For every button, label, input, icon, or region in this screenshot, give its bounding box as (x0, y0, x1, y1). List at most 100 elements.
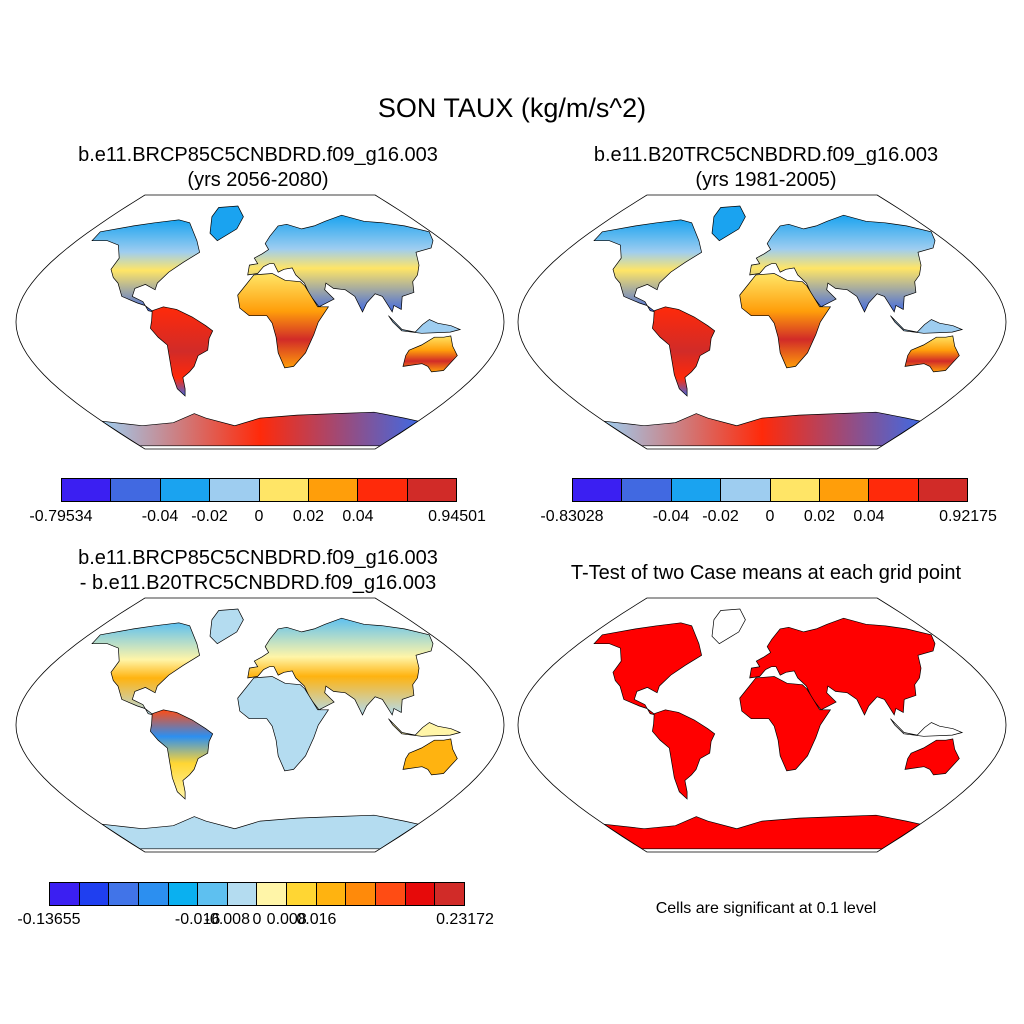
landmass-africa (739, 676, 832, 772)
colorbar-tick-label: 0 (254, 508, 264, 525)
colorbar-tick-label: 0.92175 (939, 508, 997, 525)
colorbar-tick-label: -0.04 (652, 508, 690, 525)
colorbar-tick-label: 0.02 (292, 508, 325, 525)
landmass-eurasia (749, 617, 936, 716)
colorbar-swatch (918, 479, 967, 501)
landmass-australia (904, 335, 960, 373)
colorbar-panel-3 (49, 882, 465, 906)
colorbar-swatch (287, 883, 317, 905)
landmass-namerica (593, 622, 702, 716)
landmass-samerica (150, 306, 214, 397)
map-panel-4 (517, 597, 1007, 853)
colorbar-swatch (62, 479, 112, 501)
landmass-africa (237, 676, 330, 772)
colorbar-swatch (227, 883, 258, 905)
colorbar-ticks-panel-2: -0.83028 -0.04 -0.02 0 0.02 0.04 0.92175 (0, 508, 1024, 530)
significance-note: Cells are significant at 0.1 level (655, 900, 877, 917)
colorbar-swatch (160, 479, 211, 501)
colorbar-swatch (622, 479, 672, 501)
panel1-title-line1: b.e11.BRCP85C5CNBDRD.f09_g16.003 (78, 144, 438, 166)
colorbar-swatch (138, 883, 169, 905)
landmass-eurasia (247, 617, 434, 716)
panel2-title-line2: (yrs 1981-2005) (695, 169, 837, 191)
landmass-samerica (652, 306, 716, 397)
landmass-namerica (91, 622, 200, 716)
colorbar-swatch (405, 883, 436, 905)
landmass-eurasia (247, 214, 434, 313)
map-panel-1 (15, 194, 505, 450)
landmass-greenland (711, 608, 746, 645)
colorbar-ticks-panel-1: -0.79534 -0.04 -0.02 0 0.02 0.04 0.94501 (0, 508, 1024, 530)
panel3-title: b.e11.BRCP85C5CNBDRD.f09_g16.003 - b.e11… (8, 546, 508, 596)
colorbar-swatch (259, 479, 309, 501)
panel4-title-line1: T-Test of two Case means at each grid po… (570, 562, 962, 584)
colorbar-swatch (358, 479, 408, 501)
colorbar-swatch (257, 883, 288, 905)
colorbar-tick-label: 0.008 (266, 911, 307, 928)
colorbar-swatch (770, 479, 820, 501)
colorbar-tick-label: -0.008 (204, 911, 250, 928)
colorbar-swatch (376, 883, 406, 905)
colorbar-panel-2 (572, 478, 968, 502)
colorbar-tick-label: -0.016 (174, 911, 221, 928)
colorbar-swatch (869, 479, 919, 501)
landmass-indonesia (388, 718, 462, 737)
colorbar-panel-1 (61, 478, 457, 502)
landmass-indonesia (890, 315, 964, 334)
colorbar-tick-label: -0.02 (191, 508, 228, 525)
landmass-antarctica (101, 411, 420, 447)
landmass-africa (237, 273, 330, 369)
colorbar-swatch (819, 479, 870, 501)
panel3-title-line1: b.e11.BRCP85C5CNBDRD.f09_g16.003 (78, 547, 438, 569)
figure-title: SON TAUX (kg/m/s^2) (377, 93, 647, 123)
panel2-title: b.e11.B20TRC5CNBDRD.f09_g16.003 (yrs 198… (516, 143, 1016, 193)
colorbar-swatch (198, 883, 228, 905)
colorbar-tick-label: 0.04 (342, 508, 374, 525)
landmass-greenland (209, 205, 244, 242)
panel1-title-line2: (yrs 2056-2080) (187, 169, 329, 191)
map-frame (15, 597, 505, 853)
landmass-samerica (150, 709, 214, 800)
map-panel-2 (517, 194, 1007, 450)
colorbar-swatch (308, 479, 359, 501)
map-panel-3 (15, 597, 505, 853)
colorbar-ticks-panel-3: -0.13655 -0.016 -0.008 0 0.008 0.016 0.23172 (0, 911, 1024, 933)
colorbar-tick-label: 0.94501 (428, 508, 486, 525)
colorbar-tick-label: -0.13655 (17, 911, 81, 928)
landmass-africa (739, 273, 832, 369)
colorbar-swatch (109, 883, 139, 905)
colorbar-tick-label: -0.83028 (540, 508, 604, 525)
colorbar-swatch (50, 883, 80, 905)
colorbar-tick-label: 0 (252, 911, 262, 928)
colorbar-tick-label: 0.02 (803, 508, 836, 525)
colorbar-swatch (407, 479, 456, 501)
panel3-title-line2: - b.e11.B20TRC5CNBDRD.f09_g16.003 (79, 572, 437, 594)
landmass-indonesia (388, 315, 462, 334)
landmass-antarctica (101, 814, 420, 850)
landmass-australia (402, 335, 458, 373)
map-frame (517, 194, 1007, 450)
colorbar-swatch (721, 479, 771, 501)
colorbar-tick-label: 0.23172 (436, 911, 494, 928)
colorbar-swatch (573, 479, 623, 501)
colorbar-tick-label: -0.04 (141, 508, 179, 525)
landmass-greenland (711, 205, 746, 242)
colorbar-swatch (168, 883, 199, 905)
colorbar-swatch (316, 883, 347, 905)
panel1-title: b.e11.BRCP85C5CNBDRD.f09_g16.003 (yrs 20… (8, 143, 508, 193)
colorbar-swatch (671, 479, 722, 501)
landmass-greenland (209, 608, 244, 645)
colorbar-tick-label: -0.02 (702, 508, 739, 525)
colorbar-swatch (435, 883, 464, 905)
colorbar-swatch (79, 883, 110, 905)
landmass-indonesia (890, 718, 964, 737)
landmass-antarctica (603, 814, 922, 850)
colorbar-swatch (210, 479, 260, 501)
colorbar-tick-label: 0 (765, 508, 775, 525)
map-frame (15, 194, 505, 450)
landmass-namerica (91, 219, 200, 313)
colorbar-swatch (111, 479, 161, 501)
landmass-namerica (593, 219, 702, 313)
colorbar-tick-label: 0.04 (853, 508, 885, 525)
colorbar-swatch (346, 883, 377, 905)
